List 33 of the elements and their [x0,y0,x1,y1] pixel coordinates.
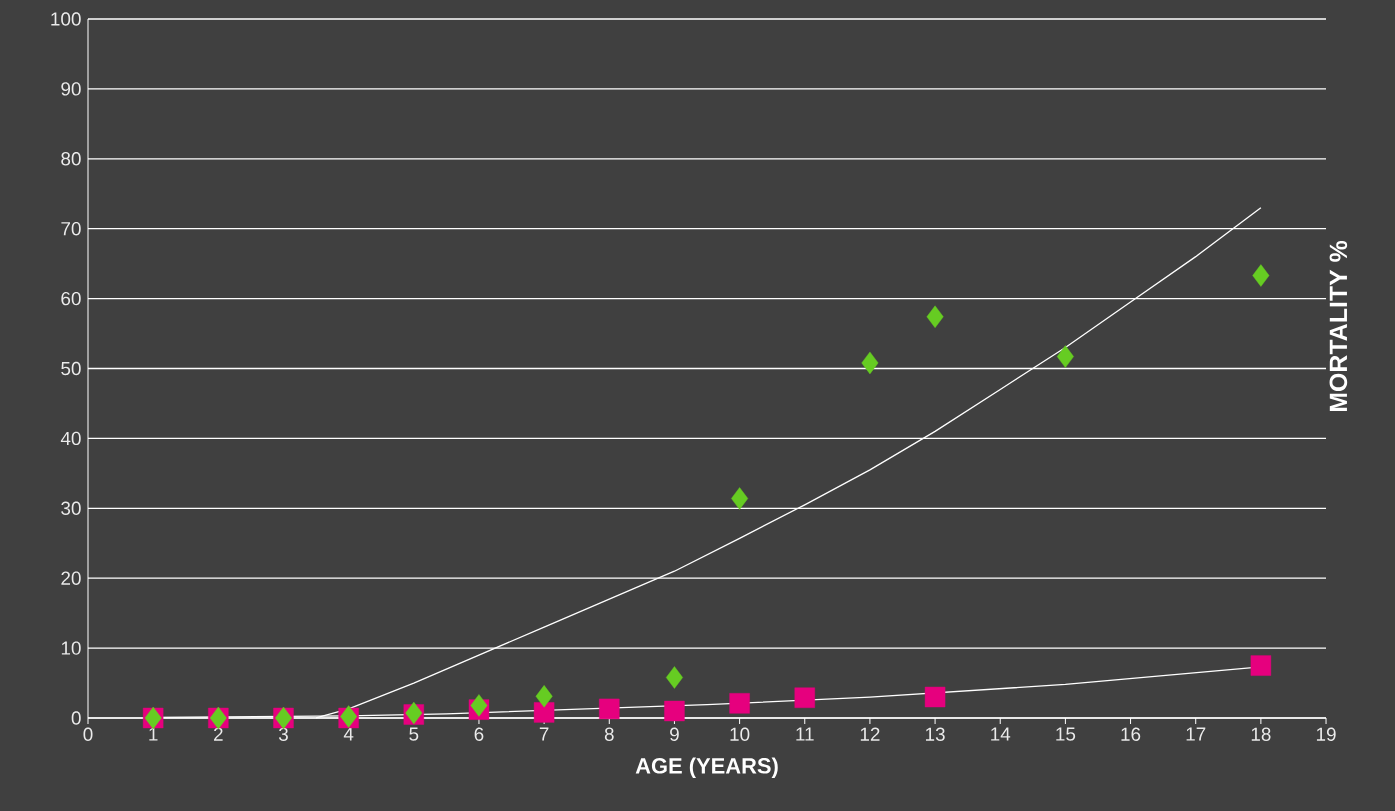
y-tick-label: 70 [61,221,81,236]
y-tick-label: 50 [61,361,81,376]
y-tick-label: 90 [61,82,81,96]
x-tick-label: 0 [83,727,93,741]
y-tick-label: 60 [61,291,81,306]
x-tick-label: 8 [604,727,614,741]
y-tick-label: 40 [60,431,81,446]
x-tick-label: 16 [1121,727,1141,741]
x-tick-label: 2 [214,727,223,741]
x-tick-label: 12 [860,727,880,741]
x-axis-title: AGE (YEARS) [635,757,778,778]
y-tick-label: 80 [61,152,81,166]
x-tick-label: 15 [1056,727,1076,741]
y-axis-title: MORTALITY % [1329,240,1348,412]
x-tick-label: 17 [1186,727,1206,741]
x-tick-label: 1 [149,727,158,741]
x-tick-label: 14 [991,727,1011,741]
x-tick-label: 13 [925,727,945,741]
y-tick-label: 30 [61,501,81,515]
x-tick-label: 19 [1316,727,1336,741]
y-tick-label: 100 [51,12,81,26]
x-tick-label: 10 [730,727,750,741]
x-tick-label: 5 [409,727,419,741]
x-tick-label: 7 [539,727,549,741]
y-tick-label: 20 [61,571,81,585]
y-tick-label: 10 [61,641,81,655]
x-tick-label: 9 [670,727,679,741]
x-tick-label: 11 [796,727,814,741]
x-tick-label: 4 [343,727,354,741]
x-tick-label: 18 [1251,727,1271,741]
y-tick-label: 0 [71,711,81,725]
x-tick-label: 3 [278,727,288,741]
x-tick-label: 6 [474,727,484,741]
